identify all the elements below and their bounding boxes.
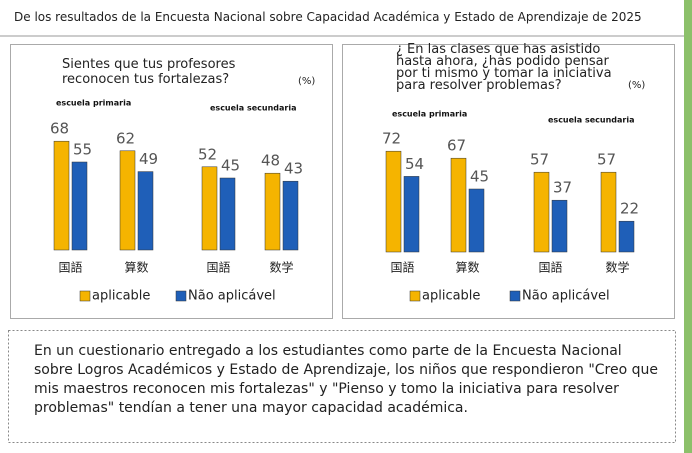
bar [202, 167, 217, 250]
legend-swatch [410, 291, 420, 301]
bar [386, 151, 401, 252]
bar [601, 172, 616, 252]
bar [451, 158, 466, 252]
value-label: 37 [553, 179, 572, 197]
x-tick-label: 算数 [455, 260, 479, 275]
footer-text: En un cuestionario entregado a los estud… [34, 342, 664, 418]
bar [283, 181, 298, 250]
value-label: 62 [116, 129, 135, 147]
value-label: 67 [447, 137, 466, 155]
group-label: escuela secundaria [210, 104, 297, 113]
value-label: 52 [198, 145, 217, 163]
value-label: 72 [382, 130, 401, 148]
bar [120, 151, 135, 250]
legend-swatch [510, 291, 520, 301]
x-tick-label: 国語 [58, 260, 82, 275]
bar [619, 221, 634, 252]
bar [72, 162, 87, 250]
value-label: 68 [50, 120, 69, 138]
chart-title: ¿ En las clases que has asistido hasta a… [396, 44, 618, 92]
value-label: 22 [620, 200, 639, 218]
x-tick-label: 数学 [605, 260, 629, 275]
legend-label: aplicable [422, 289, 480, 304]
legend-swatch [80, 291, 90, 301]
x-tick-label: 国語 [206, 260, 230, 275]
value-label: 57 [530, 151, 549, 169]
group-label: escuela secundaria [548, 116, 635, 125]
x-tick-label: 国語 [538, 260, 562, 275]
header: De los resultados de la Encuesta Naciona… [14, 10, 642, 24]
legend-label: aplicable [92, 289, 150, 304]
x-tick-label: 国語 [390, 260, 414, 275]
x-tick-label: 数学 [269, 260, 293, 275]
x-tick-label: 算数 [124, 260, 148, 275]
bar [404, 176, 419, 252]
legend-label: Não aplicável [188, 289, 276, 304]
bar [552, 200, 567, 252]
value-label: 55 [73, 141, 92, 159]
unit-label: (%) [628, 80, 645, 91]
value-label: 57 [597, 151, 616, 169]
bar [220, 178, 235, 250]
bar [469, 189, 484, 252]
bar [54, 141, 69, 250]
value-label: 45 [470, 168, 489, 186]
value-label: 48 [261, 152, 280, 170]
group-label: escuela primaria [392, 110, 467, 119]
legend-swatch [176, 291, 186, 301]
group-label: escuela primaria [56, 99, 131, 108]
legend-label: Não aplicável [522, 289, 610, 304]
bar [265, 173, 280, 250]
bar [534, 172, 549, 252]
chart-title: Sientes que tus profesores reconocen tus… [62, 57, 294, 87]
bar [138, 172, 153, 250]
value-label: 54 [405, 155, 424, 173]
value-label: 43 [284, 160, 303, 178]
value-label: 45 [221, 157, 240, 175]
value-label: 49 [139, 150, 158, 168]
unit-label: (%) [298, 76, 315, 87]
decor-strip [684, 0, 692, 453]
page: escuela primaria escuela secundaria 国語 6855… [0, 0, 692, 453]
